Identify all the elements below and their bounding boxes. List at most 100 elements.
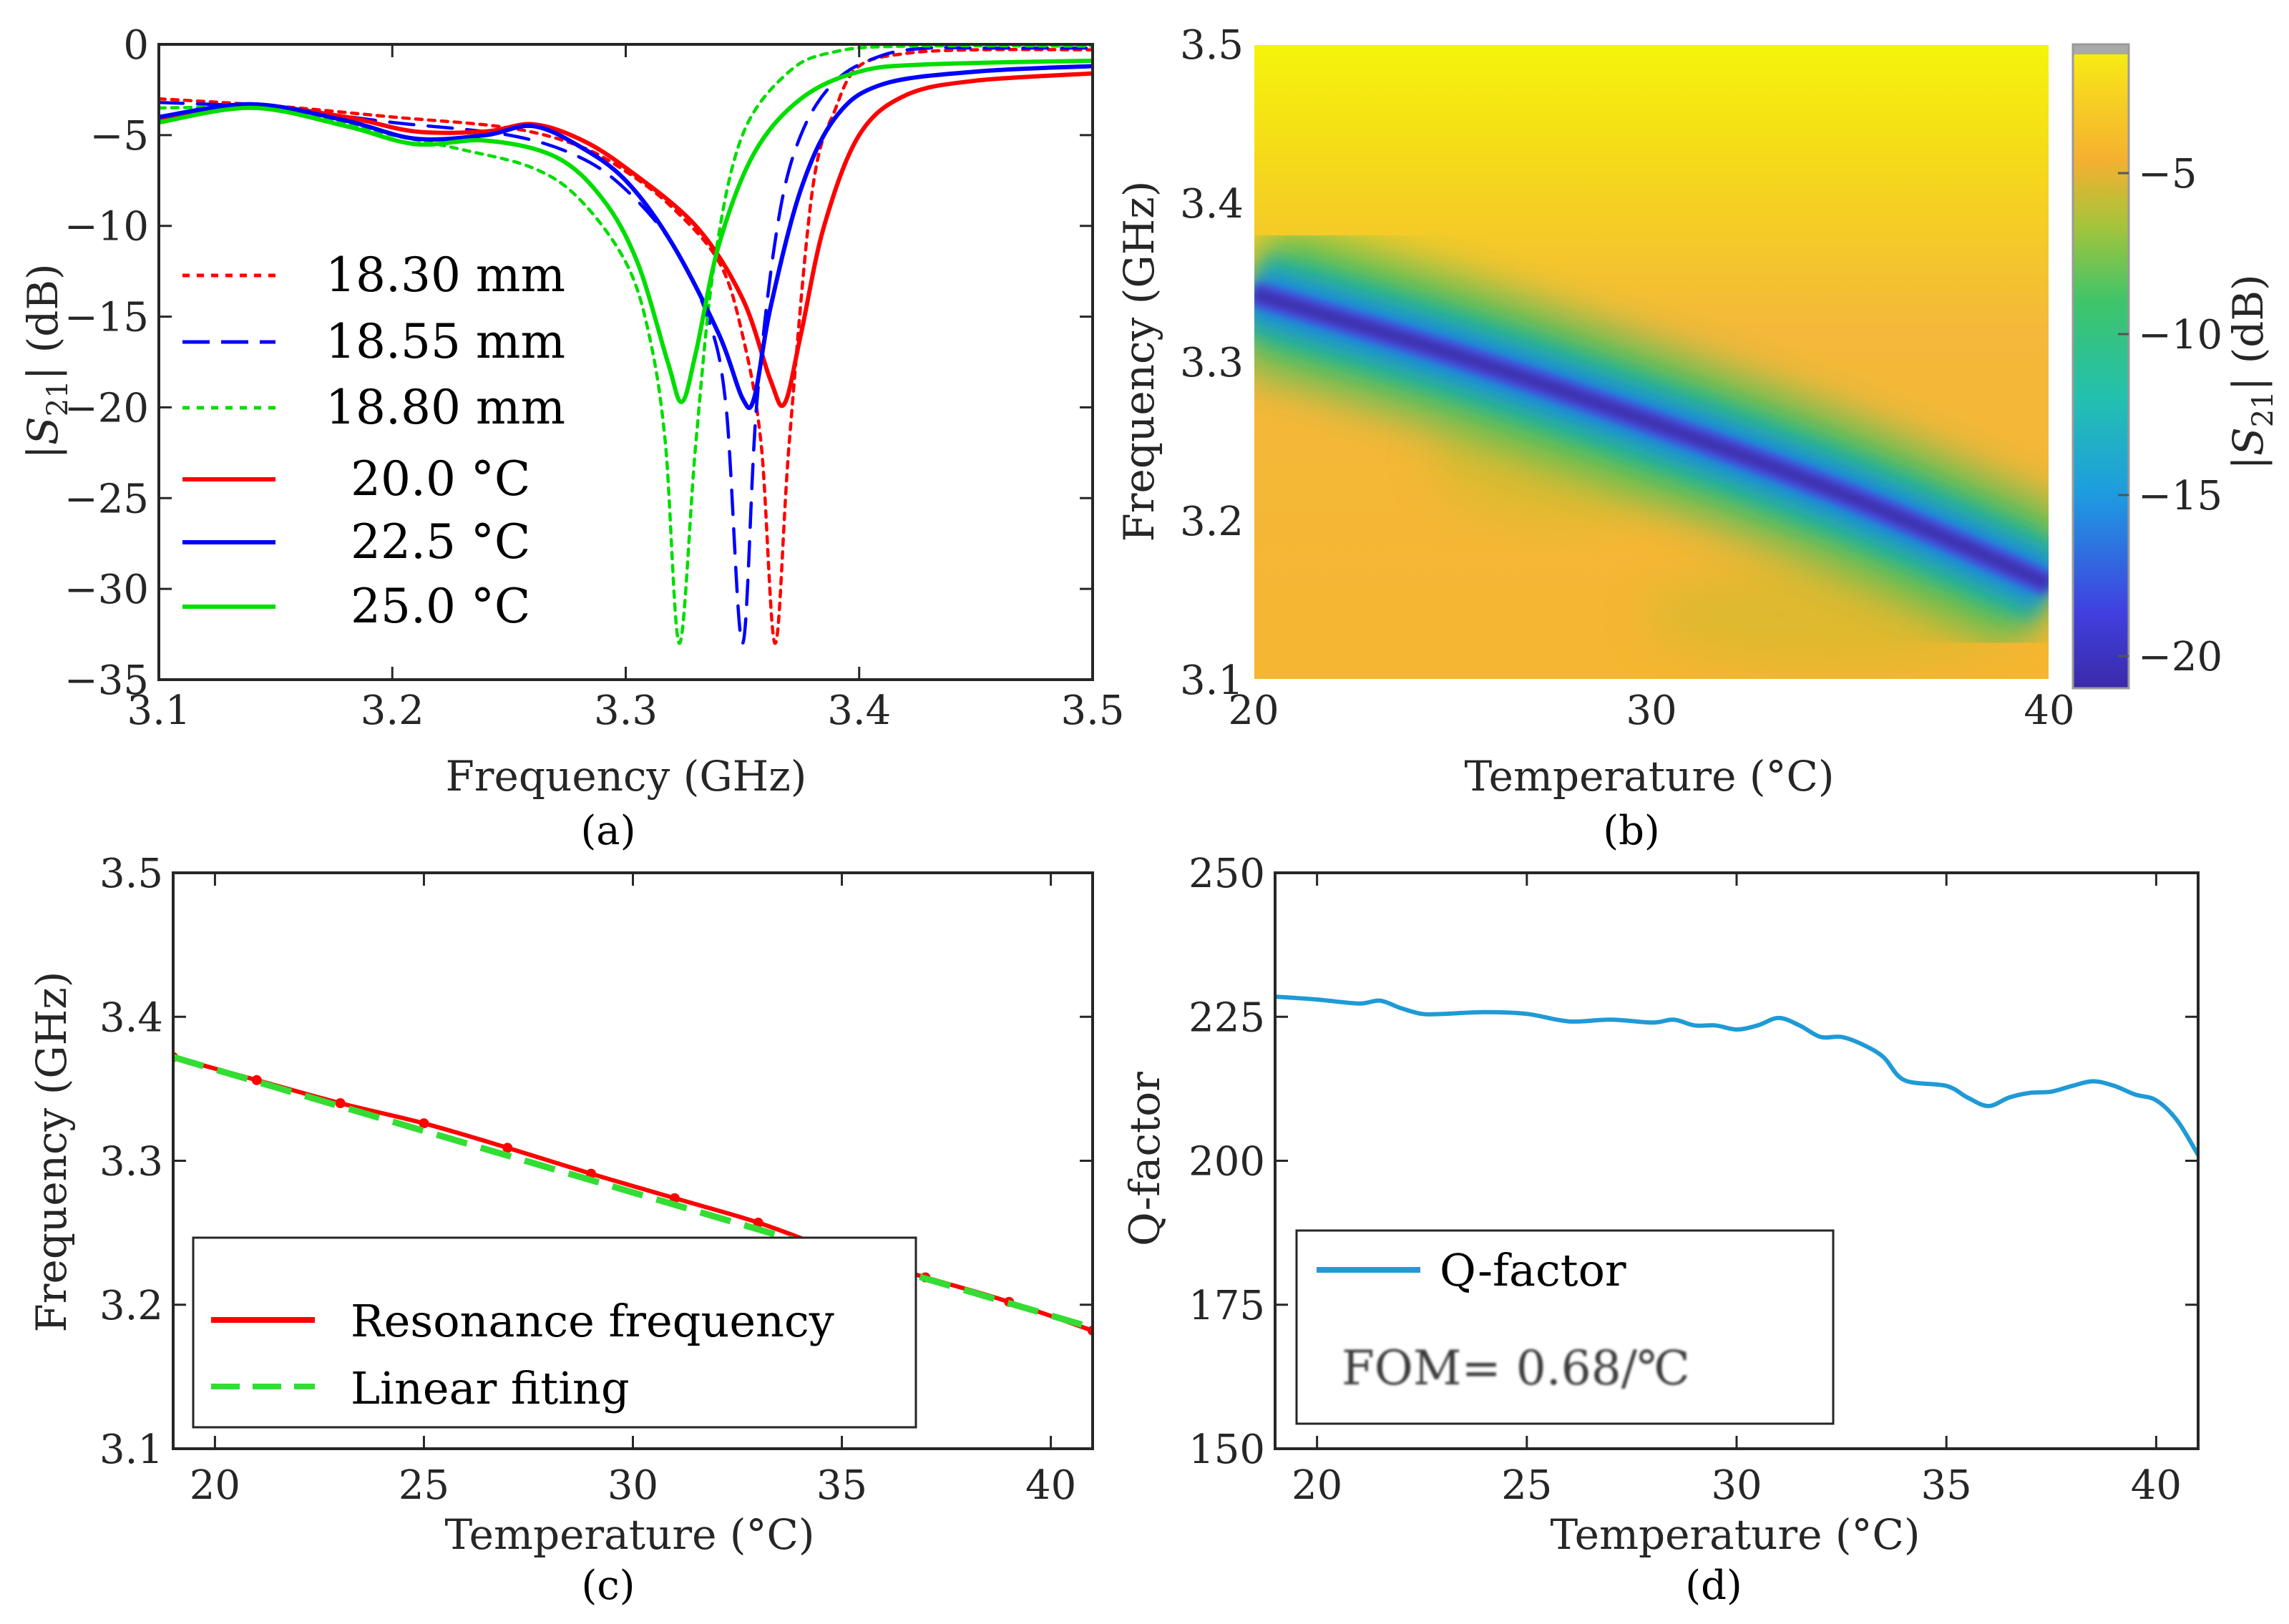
x-tick-label: 20 [1228, 688, 1279, 734]
plot-area [1275, 994, 2198, 1157]
y-tick-label: −30 [64, 567, 149, 613]
y-tick-label: −5 [89, 113, 149, 160]
legend-label: 18.55 mm [326, 314, 565, 369]
colorbar-ticks: −5 −10 −15 −20 [2118, 151, 2222, 680]
legend-box [192, 1236, 917, 1429]
y-axis-title: Frequency (GHz) [1115, 181, 1163, 542]
series-line-5 [159, 64, 1093, 411]
x-axis-title: Frequency (GHz) [446, 752, 807, 801]
y-tick-label: 3.3 [99, 1139, 163, 1185]
legend-label: Resonance frequency [351, 1295, 834, 1347]
colorbar-tick-label: −15 [2138, 473, 2222, 519]
x-tick-label: 40 [1025, 1462, 1076, 1509]
legend: 18.30 mm 18.55 mm 18.80 mm 20.0 °C 22.5 °C 25… [182, 248, 565, 634]
y-tick-label: 3.4 [1180, 181, 1244, 228]
x-tick-label: 25 [399, 1462, 449, 1509]
y-tick-label: 150 [1189, 1427, 1265, 1473]
resonance-band-layer-5 [1254, 288, 2049, 590]
x-tick-label: 30 [607, 1462, 658, 1509]
x-tick-label: 20 [190, 1462, 240, 1509]
plot-area [159, 44, 1093, 645]
series-line-1 [159, 47, 1093, 645]
legend-label: 25.0 °C [351, 579, 530, 634]
data-point [251, 1075, 262, 1085]
series-line-4 [159, 71, 1093, 409]
y-tick-label: −15 [64, 295, 149, 341]
x-tick-label: 30 [1626, 688, 1677, 734]
x-tick-label: 3.5 [1060, 688, 1124, 734]
axis-ticks: 20 30 40 3.1 3.2 3.3 3.4 3.5 [1180, 22, 2075, 734]
legend-label: 20.0 °C [351, 451, 530, 507]
panel-a: 3.1 3.2 3.3 3.4 3.5 0 −5 −10 −15 −20 −25 −30 −35 Fre… [19, 22, 1125, 854]
y-tick-label: 0 [123, 22, 149, 69]
colorbar: −5 −10 −15 −20 |S21| (dB) [2071, 43, 2280, 690]
panel-b: 20 30 40 3.1 3.2 3.3 3.4 3.5 Temperature (°C) F… [1115, 22, 2280, 854]
x-axis-title: Temperature (°C) [444, 1510, 814, 1559]
y-tick-label: 3.2 [1180, 499, 1244, 545]
colorbar-title: |S21| (dB) [2224, 274, 2280, 469]
y-tick-label: 3.5 [99, 851, 163, 897]
data-point [335, 1098, 346, 1108]
colorbar-frame [2071, 43, 2130, 690]
legend-label: 18.80 mm [326, 380, 565, 435]
panel-label: (b) [1603, 808, 1660, 854]
series-line-6 [159, 58, 1093, 404]
legend-label: Linear fiting [351, 1362, 630, 1414]
x-tick-label: 20 [1292, 1462, 1342, 1509]
y-tick-label: 200 [1189, 1139, 1265, 1185]
panel-label: (c) [581, 1562, 635, 1609]
series-line-3 [159, 44, 1093, 645]
x-tick-label: 35 [816, 1462, 867, 1509]
resonance-band [1254, 225, 2049, 650]
legend: Q-factor FOM= 0.68/℃ [1295, 1229, 1835, 1425]
y-tick-label: −10 [64, 204, 149, 250]
legend: Resonance frequency Linear fiting [192, 1236, 917, 1429]
x-axis-title: Temperature (°C) [1464, 752, 1834, 801]
colorbar-cap [2073, 44, 2129, 54]
y-tick-label: 225 [1189, 994, 1265, 1041]
x-tick-label: 3.1 [127, 688, 190, 734]
x-tick-label: 3.4 [827, 688, 891, 734]
y-tick-label: 3.5 [1180, 22, 1244, 69]
axis-ticks: 3.1 3.2 3.3 3.4 3.5 0 −5 −10 −15 −20 −25 −30 −35 [64, 22, 1125, 734]
colorbar-tick-label: −5 [2138, 151, 2197, 197]
axis-ticks: 20 25 30 35 40 150 175 200 225 250 [1189, 851, 2198, 1509]
series-line-q-factor [1275, 994, 2198, 1157]
x-tick-label: 3.2 [361, 688, 424, 734]
x-tick-label: 35 [1921, 1462, 1972, 1509]
y-tick-label: −20 [64, 385, 149, 431]
plot-frame [157, 43, 1094, 681]
y-tick-label: 3.1 [1180, 657, 1244, 704]
y-axis-title: Frequency (GHz) [27, 972, 76, 1333]
x-tick-label: 3.3 [594, 688, 658, 734]
panel-label: (a) [580, 808, 635, 854]
y-tick-label: 3.2 [99, 1283, 163, 1329]
legend-label: 18.30 mm [326, 248, 565, 303]
axis-ticks: 20 25 30 35 40 3.1 3.2 3.3 3.4 3.5 [99, 851, 1093, 1509]
data-point [753, 1218, 763, 1228]
colorbar-tick-label: −10 [2138, 312, 2222, 358]
legend-label: 22.5 °C [351, 514, 530, 569]
y-tick-label: 3.1 [99, 1427, 163, 1473]
y-axis-title: |S21| (dB) [19, 263, 74, 459]
y-tick-label: −25 [64, 476, 149, 522]
panel-label: (d) [1685, 1562, 1742, 1609]
series-line-2 [159, 46, 1093, 645]
x-tick-label: 40 [2131, 1462, 2182, 1509]
fom-annotation: FOM= 0.68/℃ [1342, 1341, 1690, 1396]
panel-c: 20 25 30 35 40 3.1 3.2 3.3 3.4 3.5 Temperature (°… [27, 851, 1094, 1609]
colorbar-gradient [2073, 44, 2129, 688]
data-point [502, 1143, 513, 1153]
y-tick-label: 250 [1189, 851, 1265, 897]
plot-frame [1253, 44, 2050, 680]
series-line-linear-fit [173, 1054, 1093, 1331]
legend-box [1295, 1229, 1835, 1425]
y-tick-label: 3.3 [1180, 340, 1244, 386]
x-tick-label: 25 [1501, 1462, 1552, 1509]
x-tick-label: 40 [2024, 688, 2074, 734]
x-tick-label: 30 [1711, 1462, 1762, 1509]
y-tick-label: −35 [64, 657, 149, 704]
y-tick-label: 175 [1189, 1283, 1265, 1329]
panel-d: 20 25 30 35 40 150 175 200 225 250 Temperature (°… [1121, 851, 2200, 1609]
